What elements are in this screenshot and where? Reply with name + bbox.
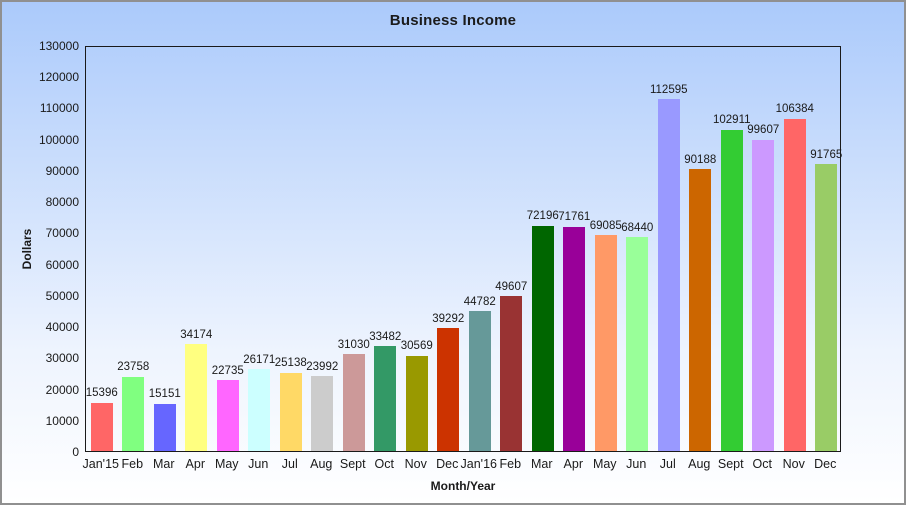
x-tick-label: Sept	[717, 457, 744, 471]
plot-area: 15396 23758 15151 34174 22735 26171 25138 23992…	[85, 46, 843, 452]
x-tick-label: Nov	[404, 457, 427, 471]
y-tick-label: 80000	[45, 195, 79, 210]
bar-value-label: 33482	[369, 330, 402, 343]
bar-value-label: 25138	[274, 357, 307, 369]
y-tick-label: 70000	[45, 226, 79, 241]
bar	[563, 226, 586, 451]
bar-value-label: 31030	[337, 338, 370, 351]
bar	[783, 118, 806, 451]
bar-value-label: 44782	[463, 295, 496, 308]
bar	[752, 139, 775, 451]
bar-value-label: 30569	[400, 340, 433, 353]
bar	[437, 328, 460, 451]
bar-value-label: 49607	[495, 280, 528, 293]
bar-value-label: 15151	[148, 388, 181, 401]
bar	[689, 169, 712, 451]
x-tick-label: Dec	[814, 457, 837, 471]
x-tick-label: Oct	[374, 457, 394, 471]
x-tick-label: Feb	[121, 457, 144, 471]
bar	[500, 296, 523, 451]
bar	[248, 369, 271, 451]
bar-value-label: 112595	[649, 83, 688, 96]
bar	[279, 372, 302, 451]
x-tick-label: Jul	[281, 457, 298, 471]
bar-value-label: 69085	[589, 219, 622, 232]
x-tick-label: Apr	[185, 457, 205, 471]
y-tick-label: 30000	[45, 351, 79, 366]
x-tick-label: Mar	[152, 457, 175, 471]
y-tick-label: 100000	[38, 132, 79, 147]
bar	[657, 99, 680, 451]
bar-value-label: 39292	[432, 312, 465, 325]
bar	[90, 402, 113, 451]
y-tick-label: 0	[72, 445, 79, 459]
bar	[342, 354, 365, 451]
bar	[122, 376, 145, 451]
bar	[468, 311, 491, 451]
x-axis-title: Month/Year	[430, 479, 496, 493]
x-tick-label: Feb	[499, 457, 522, 471]
bar-value-label: 99607	[747, 124, 780, 137]
y-tick-label: 50000	[45, 288, 79, 303]
x-tick-label: Aug	[688, 457, 711, 471]
bar	[405, 355, 428, 451]
bar	[216, 380, 239, 451]
bar	[594, 235, 617, 451]
x-tick-label: Mar	[530, 457, 553, 471]
x-tick-label: Jul	[659, 457, 676, 471]
bar	[185, 344, 208, 451]
bar-value-label: 91765	[810, 148, 843, 161]
x-tick-label: Aug	[310, 457, 333, 471]
bar	[153, 403, 176, 451]
y-tick-label: 90000	[45, 163, 79, 178]
x-tick-label: Apr	[563, 457, 583, 471]
bar-value-label: 26171	[243, 353, 276, 366]
y-tick-label: 20000	[45, 382, 79, 397]
y-tick-label: 110000	[39, 101, 79, 116]
y-tick-label: 60000	[45, 257, 79, 272]
x-tick-label: May	[214, 457, 239, 471]
bar	[815, 164, 838, 451]
bar	[374, 346, 397, 451]
bar-value-label: 102911	[712, 114, 751, 127]
bar-value-label: 34174	[180, 328, 213, 341]
bar-value-label: 106384	[775, 103, 814, 116]
x-tick-label: May	[592, 457, 617, 471]
bar	[311, 376, 334, 451]
x-tick-label: Oct	[752, 457, 772, 471]
bar	[531, 225, 554, 451]
y-tick-label: 120000	[38, 70, 79, 85]
chart-title: Business Income	[389, 12, 517, 29]
bar-value-label: 90188	[684, 153, 717, 166]
bar-value-label: 72196	[526, 210, 559, 223]
y-tick-label: 40000	[45, 320, 79, 335]
bar-value-label: 22735	[211, 364, 244, 377]
bar-value-label: 23758	[117, 361, 150, 374]
x-tick-label: Jan'15	[82, 457, 119, 471]
bar-value-label: 23992	[306, 360, 339, 373]
x-tick-label: Jan'16	[460, 457, 497, 471]
bar-value-label: 68440	[621, 221, 654, 234]
x-tick-label: Sept	[339, 457, 366, 471]
x-tick-label: Jun	[626, 457, 647, 471]
bar-value-label: 71761	[558, 211, 591, 224]
x-tick-label: Jun	[248, 457, 269, 471]
bar-value-label: 15396	[85, 387, 118, 400]
x-tick-label: Dec	[436, 457, 459, 471]
x-tick-label: Nov	[782, 457, 805, 471]
bar	[626, 237, 649, 451]
bar	[720, 129, 743, 451]
y-tick-label: 10000	[45, 413, 79, 428]
y-tick-label: 130000	[38, 39, 79, 53]
